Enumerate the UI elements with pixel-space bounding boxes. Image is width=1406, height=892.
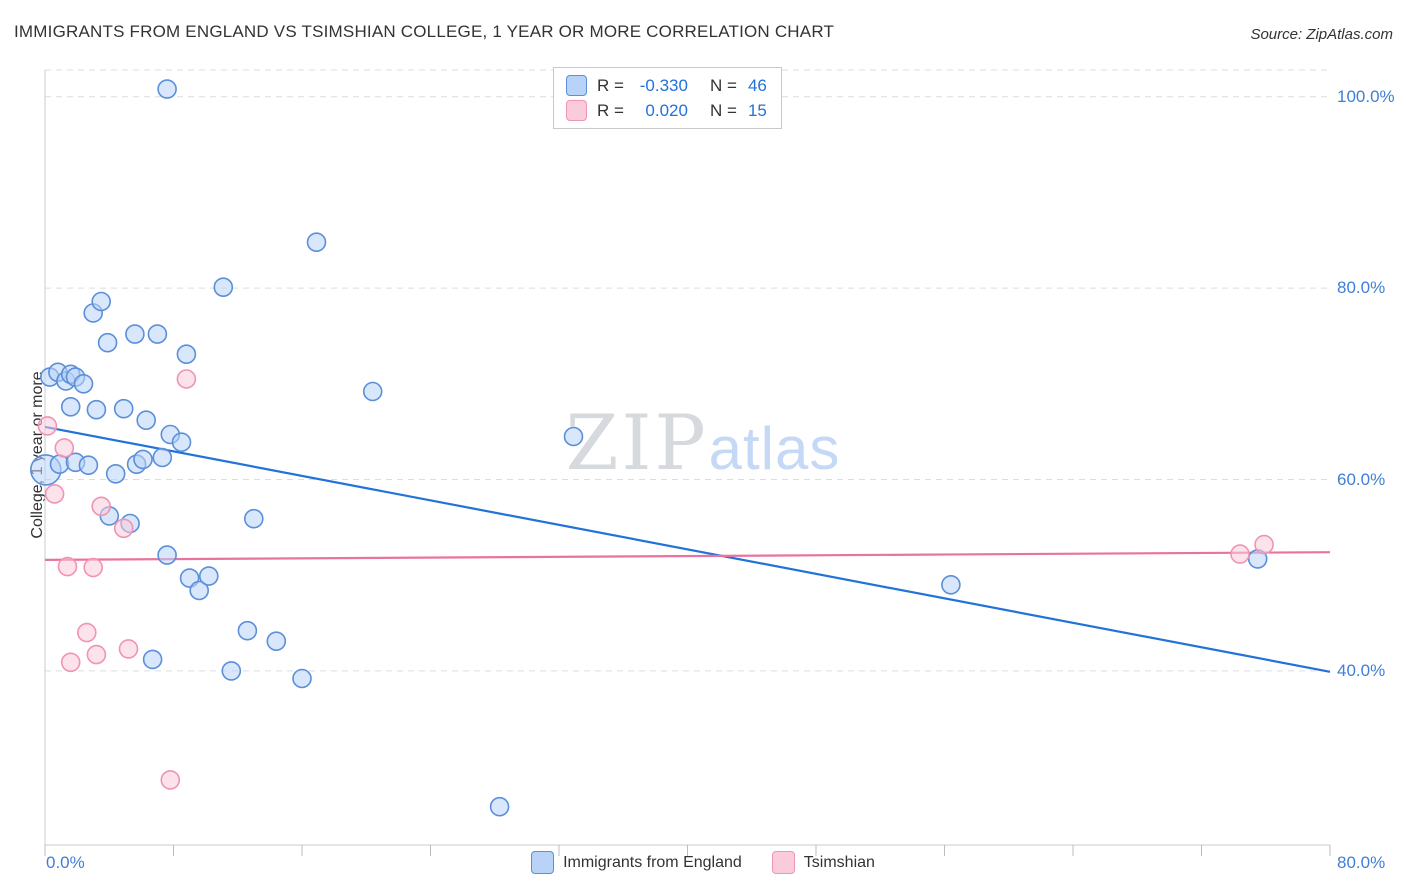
r-value: -0.330 <box>639 75 688 95</box>
series-label: Tsimshian <box>803 853 875 871</box>
n-value: 15 <box>747 100 767 120</box>
series-legend-item: Tsimshian <box>771 851 875 874</box>
n-label: N = <box>709 75 737 95</box>
x-axis-min-label: 0.0% <box>46 853 85 872</box>
r-value: 0.020 <box>645 100 688 120</box>
series-swatch <box>771 851 795 874</box>
x-axis-max-label: 80.0% <box>1337 853 1386 872</box>
r-label: R = <box>597 75 624 95</box>
r-label: R = <box>597 100 624 120</box>
series-swatch <box>531 851 555 874</box>
y-axis-tick-label: 100.0% <box>1337 86 1395 106</box>
correlation-legend-box: R = -0.330 N = 46 R = 0.020 N = 15 <box>553 67 782 129</box>
series-label: Immigrants from England <box>563 853 742 871</box>
series-legend: Immigrants from England Tsimshian <box>0 851 1406 874</box>
series-legend-item: Immigrants from England <box>531 851 742 874</box>
watermark-atlas: atlas <box>708 415 841 482</box>
watermark-zip: ZIP <box>565 398 709 487</box>
y-axis-tick-label: 60.0% <box>1337 469 1386 489</box>
legend-swatch <box>566 75 587 96</box>
legend-row: R = -0.330 N = 46 <box>566 75 767 96</box>
y-axis-tick-label: 40.0% <box>1337 660 1386 680</box>
y-axis-tick-label: 80.0% <box>1337 278 1386 298</box>
legend-swatch <box>566 100 587 121</box>
watermark: ZIPatlas <box>566 398 841 487</box>
n-value: 46 <box>747 75 767 95</box>
n-label: N = <box>709 100 737 120</box>
legend-row: R = 0.020 N = 15 <box>566 100 767 121</box>
source-attribution: Source: ZipAtlas.com <box>1250 26 1393 43</box>
chart-title: IMMIGRANTS FROM ENGLAND VS TSIMSHIAN COL… <box>14 22 835 41</box>
chart-header: IMMIGRANTS FROM ENGLAND VS TSIMSHIAN COL… <box>0 0 1406 54</box>
y-axis-title: College, 1 year or more <box>29 371 46 539</box>
